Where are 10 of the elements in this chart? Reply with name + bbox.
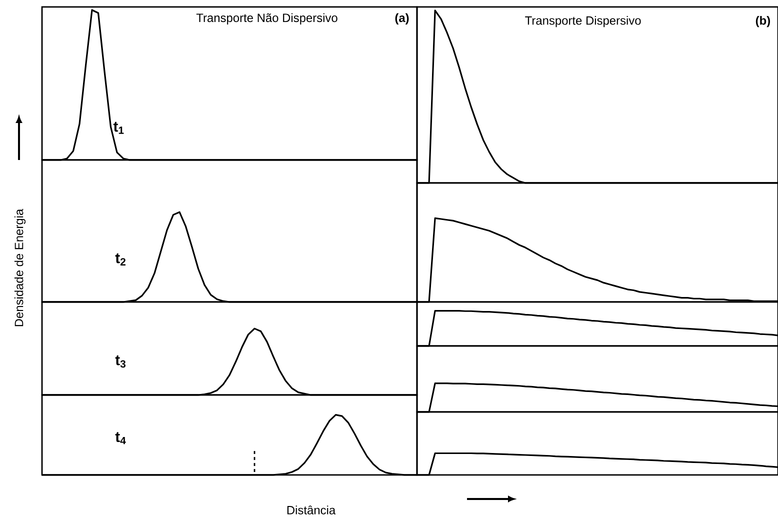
annotation: (a) — [395, 13, 409, 24]
chart-title: Transporte Dispersivo — [525, 16, 641, 28]
annotation: t$_{3}$ — [115, 355, 126, 368]
y-axis-title: Densidade de Energia — [14, 208, 26, 326]
annotation: t$_{1}$ — [113, 122, 124, 134]
chart-title: Transporte Não Dispersivo — [196, 13, 338, 24]
annotation: (b) — [756, 16, 770, 28]
x-axis-title: Distância — [287, 506, 336, 514]
annotation: t$_{2}$ — [115, 253, 126, 266]
annotation: t$_{4}$ — [115, 432, 126, 444]
